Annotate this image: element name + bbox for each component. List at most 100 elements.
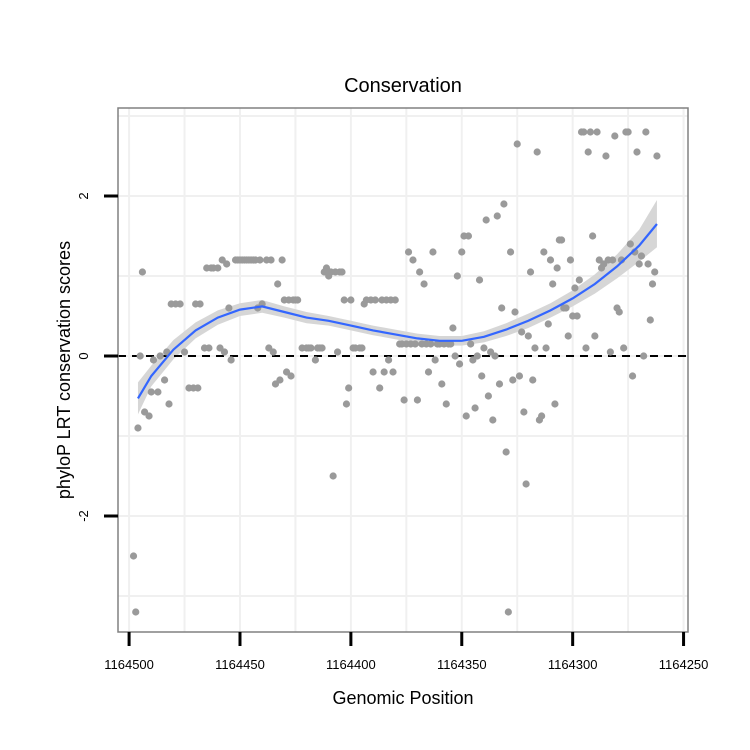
- data-point: [506, 248, 515, 256]
- data-point: [345, 384, 353, 392]
- data-point: [462, 412, 470, 420]
- x-axis: 1164500 1164450 1164400 1164350 1164300 11642…: [104, 632, 708, 672]
- data-point: [384, 356, 393, 364]
- data-point: [526, 268, 535, 276]
- data-point: [646, 316, 654, 324]
- data-point: [593, 128, 601, 136]
- data-point: [467, 340, 475, 348]
- data-point: [180, 348, 189, 356]
- x-tick-label: 1164250: [659, 657, 709, 672]
- y-axis: -2 0 2: [76, 192, 118, 522]
- data-point: [447, 340, 455, 348]
- data-point: [524, 332, 532, 340]
- data-point: [194, 384, 202, 392]
- data-point: [453, 272, 461, 280]
- data-point: [451, 352, 459, 360]
- data-point: [542, 344, 550, 352]
- data-point: [653, 152, 661, 160]
- data-point: [611, 132, 619, 140]
- data-point: [500, 200, 508, 208]
- data-point: [429, 248, 437, 256]
- data-point: [223, 260, 231, 268]
- data-point: [269, 348, 277, 356]
- data-point: [551, 400, 559, 408]
- data-point: [458, 248, 466, 256]
- data-point: [276, 376, 284, 384]
- data-point: [582, 344, 590, 352]
- data-point: [471, 404, 479, 412]
- x-tick-label: 1164400: [326, 657, 376, 672]
- data-point: [573, 312, 581, 320]
- data-point: [515, 372, 524, 380]
- data-point: [424, 368, 433, 376]
- data-point: [575, 276, 583, 284]
- data-point: [138, 268, 146, 276]
- data-point: [640, 352, 648, 360]
- data-point: [509, 376, 517, 384]
- data-point: [411, 340, 419, 348]
- data-point: [482, 216, 490, 224]
- data-point: [589, 232, 597, 240]
- data-point: [307, 344, 315, 352]
- data-point: [145, 412, 153, 420]
- chart-title: Conservation: [344, 75, 462, 97]
- data-point: [342, 400, 351, 408]
- data-point: [584, 148, 592, 156]
- data-point: [389, 368, 397, 376]
- data-point: [580, 128, 588, 136]
- grid-lines: [118, 108, 688, 632]
- data-point: [311, 356, 319, 364]
- data-point: [160, 376, 169, 384]
- data-point: [504, 608, 512, 616]
- data-point: [409, 256, 417, 264]
- data-point: [134, 424, 142, 432]
- data-point: [149, 356, 158, 364]
- data-point: [518, 328, 526, 336]
- data-point: [449, 324, 457, 332]
- data-point: [196, 300, 204, 308]
- data-point: [427, 340, 435, 348]
- data-point: [227, 356, 235, 364]
- data-point: [480, 344, 488, 352]
- data-point: [376, 384, 384, 392]
- data-point: [475, 276, 484, 284]
- data-point: [214, 264, 222, 272]
- data-point: [633, 148, 641, 156]
- data-point: [420, 280, 428, 288]
- data-point: [156, 352, 164, 360]
- data-point: [544, 320, 552, 328]
- data-point: [176, 300, 184, 308]
- data-point: [644, 260, 652, 268]
- panel-border: [117, 107, 689, 633]
- data-point: [404, 248, 413, 256]
- data-point: [591, 332, 599, 340]
- data-point: [294, 296, 302, 304]
- data-point: [626, 240, 634, 248]
- data-point: [540, 248, 548, 256]
- data-point: [338, 268, 346, 276]
- data-point: [147, 388, 155, 396]
- smooth-line-group: [137, 223, 658, 399]
- data-point: [464, 232, 473, 240]
- data-point: [287, 372, 295, 380]
- data-point: [369, 368, 377, 376]
- data-point: [205, 344, 213, 352]
- x-tick-label: 1164350: [437, 657, 487, 672]
- data-point: [489, 416, 497, 424]
- data-point: [553, 264, 561, 272]
- data-point: [220, 348, 229, 356]
- data-point: [416, 268, 424, 276]
- data-point: [511, 308, 519, 316]
- data-point: [438, 380, 446, 388]
- data-point: [529, 376, 537, 384]
- data-point: [564, 332, 572, 340]
- y-tick-label: 0: [76, 352, 91, 359]
- data-point: [620, 344, 628, 352]
- data-point: [571, 284, 579, 292]
- data-point: [513, 140, 521, 148]
- data-point: [637, 252, 646, 260]
- smooth-line: [137, 223, 658, 399]
- data-point: [154, 388, 162, 396]
- data-point: [651, 268, 659, 276]
